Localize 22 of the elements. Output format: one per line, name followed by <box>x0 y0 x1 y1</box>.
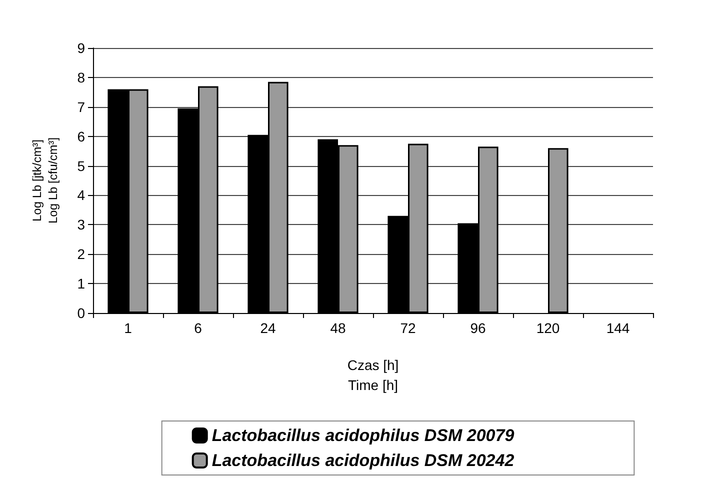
y-axis-title: Log Lb [jtk/cm³] Log Lb [cfu/cm³] <box>30 137 60 224</box>
y-tick-label: 2 <box>77 246 86 262</box>
x-tick-label: 72 <box>400 320 416 336</box>
y-tick-label: 4 <box>77 187 86 204</box>
y-tick-label: 9 <box>77 40 86 56</box>
x-tick-label: 144 <box>606 320 630 336</box>
x-tick-label: 120 <box>536 320 560 336</box>
y-tick-label: 3 <box>77 216 86 233</box>
y-tick-label: 5 <box>77 158 86 174</box>
y-tick-label: 7 <box>77 98 86 115</box>
y-tick-label: 1 <box>77 276 86 292</box>
x-tick-label: 6 <box>194 320 202 336</box>
legend-label: Lactobacillus acidophilus DSM 20242 <box>212 451 515 470</box>
x-tick-label: 48 <box>330 320 346 336</box>
legend-label: Lactobacillus acidophilus DSM 20079 <box>212 426 515 445</box>
x-tick-label: 1 <box>124 320 132 336</box>
y-tick-label: 6 <box>77 128 86 144</box>
x-tick-label: 96 <box>470 320 486 336</box>
y-tick-label: 8 <box>77 69 86 86</box>
y-tick-label: 0 <box>77 305 86 321</box>
x-tick-label: 24 <box>260 320 276 336</box>
x-axis-title: Czas [h] Time [h] <box>347 357 399 393</box>
